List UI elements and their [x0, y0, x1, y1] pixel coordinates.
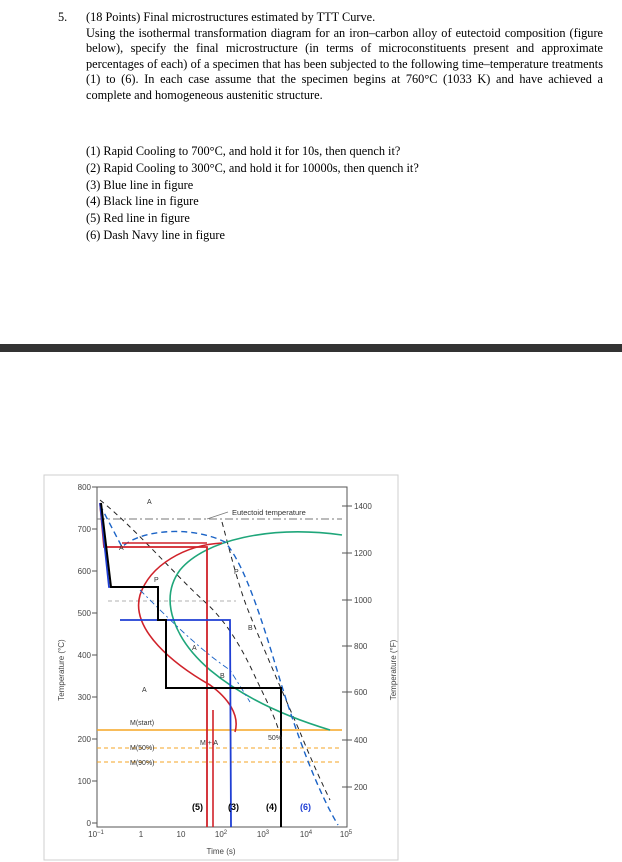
y-tick-label: 100: [78, 777, 92, 786]
red-curve: [137, 542, 237, 733]
right-ticks: [342, 505, 352, 788]
phase-label-a: A: [147, 499, 152, 506]
treatment-item: (4) Black line in figure: [86, 194, 199, 209]
question-heading: (18 Points) Final microstructures estima…: [86, 10, 376, 24]
m-plus-a-label: M + A: [200, 740, 218, 747]
left-ticks: [92, 486, 97, 824]
question-heading-row: 5. (18 Points) Final microstructures est…: [58, 10, 603, 26]
phase-label-p: P: [154, 577, 159, 584]
y-tick-label: 700: [78, 525, 92, 534]
phase-label-b: B: [220, 673, 225, 680]
phase-label-b: B: [248, 625, 253, 632]
x-axis-title: Time (s): [206, 847, 235, 856]
y-tick-label: 200: [78, 735, 92, 744]
fifty-percent-label: 50%: [268, 735, 282, 742]
m-start-label: M(start): [130, 720, 154, 727]
y-right-tick-label: 800: [354, 642, 368, 651]
treatment-item: (2) Rapid Cooling to 300°C, and hold it …: [86, 160, 419, 175]
treatment-item: (6) Dash Navy line in figure: [86, 227, 225, 242]
section-divider: [0, 344, 622, 352]
question-body: Using the isothermal transformation diag…: [86, 25, 603, 102]
x-tick-label: 104: [300, 830, 313, 839]
phase-label-p: P: [234, 569, 239, 576]
path-label: (3): [228, 802, 239, 812]
phase-label-a: A: [192, 645, 197, 652]
blue-dashdot-path: [139, 589, 251, 703]
finish-curve-dashed: [221, 521, 331, 801]
phase-labels: A A A A P P B B M(start) M(50%) M(90%) M…: [119, 499, 282, 767]
x-tick-label: 102: [215, 830, 228, 839]
x-tick-label: 103: [257, 830, 270, 839]
y-tick-label: 400: [78, 651, 92, 660]
m90-label: M(90%): [130, 760, 155, 767]
treatment-item: (1) Rapid Cooling to 700°C, and hold it …: [86, 144, 401, 158]
navy-dash-path: [99, 504, 339, 826]
black-path: [100, 502, 282, 827]
y-axis-title-right: Temperature (°F): [389, 639, 398, 700]
eutectoid-leader: [206, 511, 229, 520]
y-right-tick-label: 400: [354, 736, 368, 745]
path-label: (5): [192, 802, 203, 812]
y-tick-label: 800: [78, 483, 92, 492]
x-tick-label: 10: [177, 830, 186, 839]
eutectoid-label: Eutectoid temperature: [232, 508, 306, 517]
path-label: (6): [300, 802, 311, 812]
ttt-diagram-figure: 800 700 600 500 400 300 200 100 0 1400 1…: [0, 470, 622, 862]
treatment-item: (3) Blue line in figure: [86, 177, 194, 192]
x-tick-label: 105: [340, 830, 353, 839]
phase-label-a: A: [119, 545, 124, 552]
y-tick-label: 300: [78, 693, 92, 702]
x-tick-labels: 10−1 1 10 102 103 104 105: [88, 830, 353, 839]
question-block: 5. (18 Points) Final microstructures est…: [58, 10, 603, 103]
question-number: 5.: [58, 10, 68, 24]
y-axis-title-left: Temperature (°C): [57, 639, 66, 701]
y-right-tick-label: 1200: [354, 549, 372, 558]
y-tick-label: 600: [78, 567, 92, 576]
treatment-item: (5) Red line in figure: [86, 211, 190, 226]
treatment-list: (1) Rapid Cooling to 700°C, and hold it …: [86, 143, 419, 244]
figure-frame: [43, 474, 399, 861]
path-number-labels: (5) (3) (4) (6): [192, 802, 311, 812]
left-tick-labels: 800 700 600 500 400 300 200 100 0: [78, 483, 92, 828]
plot-frame: [96, 486, 348, 828]
y-right-tick-label: 1400: [354, 502, 372, 511]
x-tick-label: 1: [139, 830, 144, 839]
right-tick-labels: 1400 1200 1000 800 600 400 200: [354, 502, 372, 792]
y-tick-label: 500: [78, 609, 92, 618]
y-right-tick-label: 200: [354, 783, 368, 792]
ttt-diagram: 800 700 600 500 400 300 200 100 0 1400 1…: [43, 474, 399, 861]
y-tick-label: 0: [87, 819, 92, 828]
y-right-tick-label: 600: [354, 688, 368, 697]
y-right-tick-label: 1000: [354, 596, 372, 605]
green-curve: [169, 531, 343, 731]
start-curve-dashed: [99, 499, 279, 729]
phase-label-a: A: [142, 687, 147, 694]
path-label: (4): [266, 802, 277, 812]
red-path: [99, 502, 208, 827]
x-tick-label: 10−1: [88, 830, 104, 839]
m50-label: M(50%): [130, 745, 155, 752]
